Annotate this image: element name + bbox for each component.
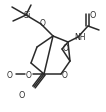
Text: O: O bbox=[26, 70, 32, 79]
Text: O: O bbox=[19, 91, 25, 100]
Text: O: O bbox=[40, 19, 46, 28]
Text: O: O bbox=[7, 70, 13, 79]
Text: O: O bbox=[63, 44, 69, 53]
Text: NH: NH bbox=[74, 32, 86, 41]
Text: Si: Si bbox=[23, 11, 31, 20]
Text: O: O bbox=[62, 71, 68, 80]
Text: O: O bbox=[90, 11, 96, 20]
